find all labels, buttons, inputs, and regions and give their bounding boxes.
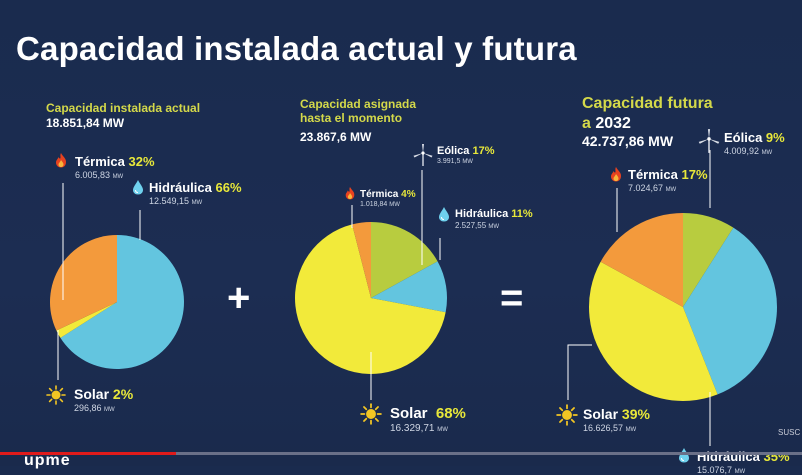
video-progress-track[interactable]	[0, 452, 802, 455]
sun-icon	[556, 404, 578, 426]
video-progress-fill	[0, 452, 176, 455]
flame-icon	[345, 187, 355, 200]
page-title: Capacidad instalada actual y futura	[16, 30, 577, 67]
water-drop-icon	[439, 207, 449, 222]
leader-line	[567, 344, 592, 400]
chart3-total: 42.737,86 MW	[582, 133, 674, 149]
chart1-termica-label: Térmica 32% 6.005,83 MW	[75, 154, 155, 180]
chart3-title-year: 2032	[595, 115, 631, 132]
pie-slice-eolica	[371, 222, 438, 298]
pie-slice-solar	[295, 224, 446, 375]
chart2-solar-label: Solar 68% 16.329,71 MW	[390, 405, 466, 434]
chart3-title-text: Capacidad futura	[582, 95, 713, 112]
flame-icon	[56, 153, 66, 168]
water-drop-icon	[679, 448, 689, 463]
water-drop-icon	[133, 180, 143, 195]
pie-slice-termica	[49, 234, 118, 331]
pie-slice-solar	[589, 261, 718, 401]
pie-slice-termica	[352, 222, 371, 298]
wind-turbine-icon	[413, 144, 433, 166]
wind-turbine-icon	[698, 129, 720, 153]
chart1-title: Capacidad instalada actual	[46, 101, 201, 115]
chart3-termica-label: Térmica 17% 7.024,67 MW	[628, 167, 708, 193]
pie-slice-hidraulica	[683, 227, 777, 395]
pie-slice-eolica	[683, 213, 734, 307]
leader-lines	[57, 150, 711, 446]
subscribe-watermark: SUSC	[778, 428, 801, 437]
pie-chart-actual	[49, 234, 184, 370]
chart1-total: 18.851,84 MW	[46, 116, 125, 130]
chart2-hidraulica-label: Hidráulica 11% 2.527,55 MW	[455, 208, 533, 230]
chart2-title: Capacidad asignada hasta el momento	[300, 97, 417, 125]
upme-logo: upme	[24, 452, 71, 469]
flame-icon	[611, 167, 621, 182]
pie-chart-futura	[589, 213, 777, 401]
chart3-title-year-prefix: a	[582, 115, 591, 132]
chart2-termica-label: Térmica 4% 1.018,84 MW	[360, 189, 416, 208]
equals-operator: =	[500, 276, 524, 320]
chart2-eolica-label: Eólica 17% 3.991,5 MW	[437, 145, 495, 165]
plus-operator: +	[227, 276, 251, 320]
chart1-solar-label: Solar 2% 296,86 MW	[74, 386, 134, 413]
pie-slice-hidraulica	[60, 235, 184, 370]
sun-icon	[360, 403, 382, 425]
chart3-solar-label: Solar 39% 16.626,57 MW	[583, 406, 650, 433]
chart2-total: 23.867,6 MW	[300, 130, 372, 144]
pie-slice-hidraulica	[371, 261, 447, 313]
pie-slice-solar	[56, 302, 117, 338]
sun-icon	[46, 385, 66, 405]
chart3-eolica-label: Eólica 9% 4.009,92 MW	[724, 130, 785, 156]
pie-chart-asignada	[295, 222, 447, 375]
pie-slice-termica	[600, 213, 683, 307]
chart3-title: Capacidad futura a 2032	[582, 94, 752, 134]
chart1-hidraulica-label: Hidráulica 66% 12.549,15 MW	[149, 180, 242, 206]
